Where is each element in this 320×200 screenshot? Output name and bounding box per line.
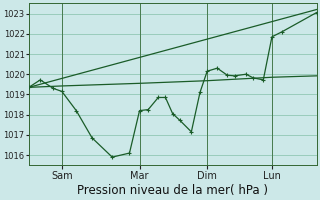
X-axis label: Pression niveau de la mer( hPa ): Pression niveau de la mer( hPa )	[77, 184, 268, 197]
